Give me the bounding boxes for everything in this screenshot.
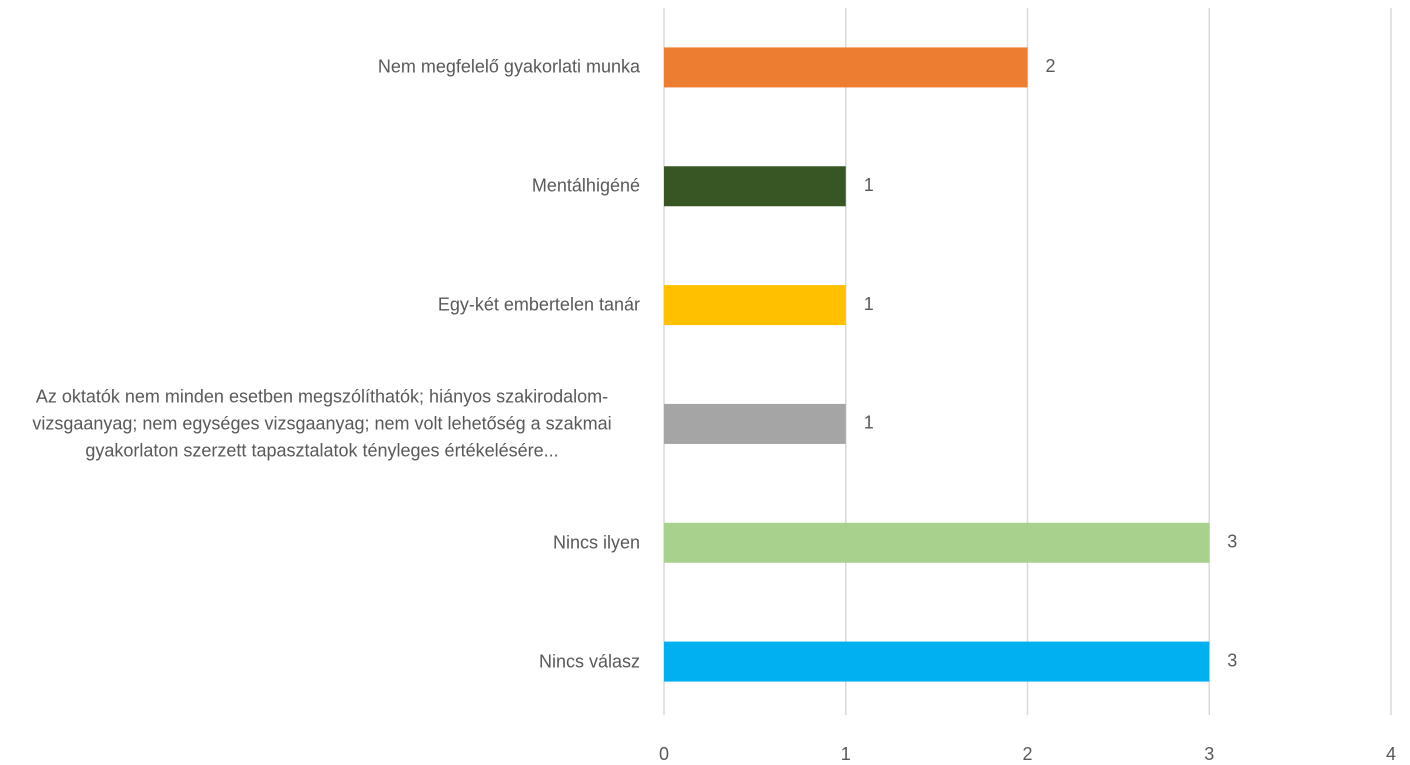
bar (664, 522, 1210, 563)
y-tick-label: Mentálhigéné (531, 175, 640, 196)
bar (664, 285, 846, 326)
data-label: 1 (864, 175, 874, 195)
x-tick-label: 1 (841, 744, 851, 764)
bar (664, 641, 1210, 682)
data-label: 3 (1227, 650, 1237, 670)
data-label: 1 (864, 413, 874, 433)
x-tick-label: 0 (659, 744, 669, 764)
bar (664, 47, 1028, 88)
y-tick-label: Nem megfelelő gyakorlati munka (377, 56, 640, 77)
data-label: 3 (1227, 532, 1237, 552)
data-label: 1 (864, 294, 874, 314)
bar (664, 166, 846, 207)
x-tick-label: 4 (1386, 744, 1396, 764)
data-label: 2 (1046, 56, 1056, 76)
x-tick-label: 3 (1204, 744, 1214, 764)
y-tick-label: Az oktatók nem minden esetben megszólíth… (32, 386, 612, 461)
y-tick-label: Nincs ilyen (552, 532, 640, 553)
y-tick-label: Egy-két embertelen tanár (437, 294, 640, 315)
x-tick-label: 2 (1022, 744, 1032, 764)
bar (664, 403, 846, 444)
y-tick-label: Nincs válasz (538, 651, 640, 672)
